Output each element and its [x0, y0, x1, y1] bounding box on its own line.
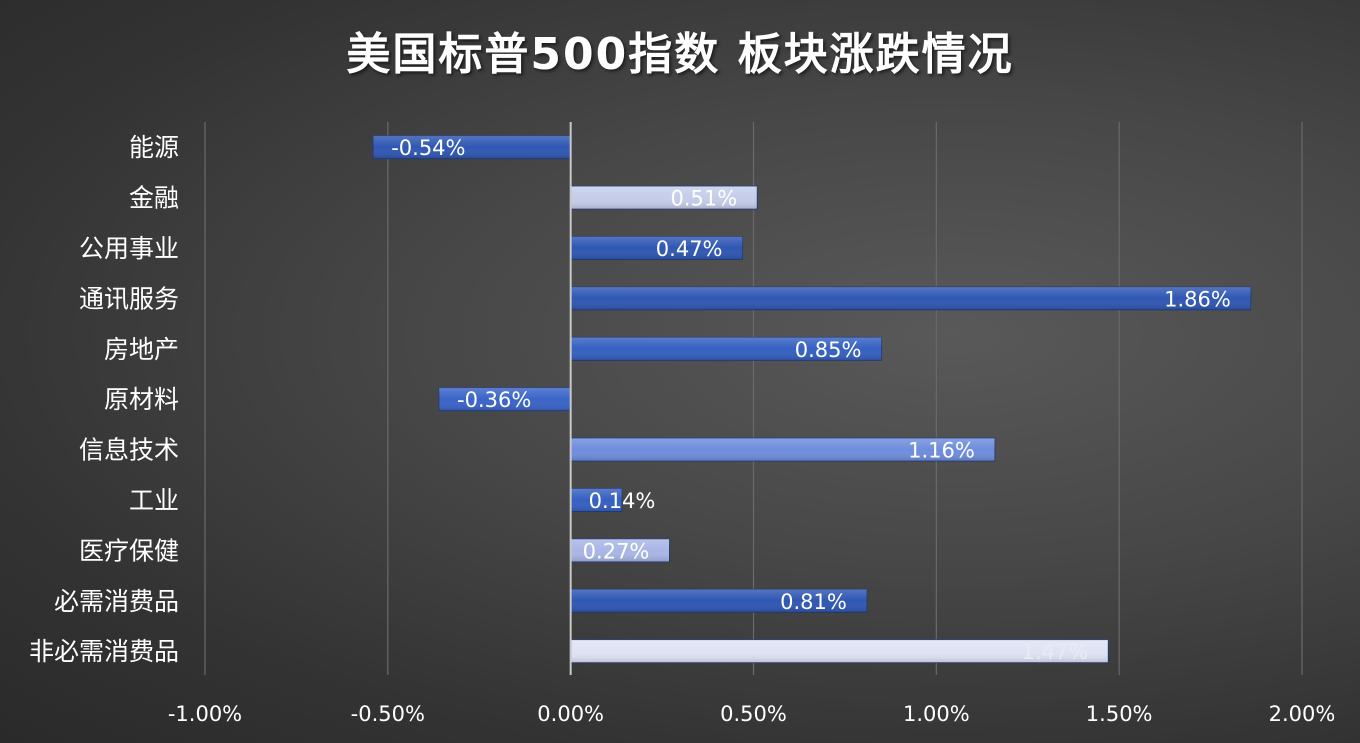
labels: -1.00% -0.50% 0.00% 0.50% 1.00% 1.50% 2.00% 能源 -…	[29, 133, 1335, 726]
category-label: 金融	[129, 184, 179, 213]
category-label: 医疗保健	[79, 536, 179, 565]
data-label: 1.47%	[1021, 640, 1088, 664]
bar-shade	[570, 337, 882, 361]
category-label: 通讯服务	[79, 284, 179, 313]
bar-shade	[570, 438, 995, 462]
data-label: 0.51%	[670, 187, 737, 211]
category-label: 房地产	[104, 335, 179, 364]
chart-title: 美国标普500指数 板块涨跌情况	[346, 29, 1014, 80]
category-label: 能源	[129, 133, 179, 162]
bar-shade	[570, 286, 1251, 310]
x-tick-label: 0.50%	[720, 702, 787, 726]
x-tick-label: 1.00%	[903, 702, 970, 726]
bar-shade	[373, 135, 571, 159]
data-label: 0.14%	[589, 489, 656, 513]
data-label: -0.54%	[391, 136, 465, 160]
x-tick-label: -1.00%	[168, 702, 242, 726]
bars	[372, 135, 1252, 664]
category-label: 必需消费品	[54, 587, 179, 616]
data-label: -0.36%	[457, 388, 531, 412]
bar-shade	[439, 387, 571, 411]
data-label: 1.86%	[1164, 287, 1231, 311]
bar-shade	[570, 236, 743, 260]
category-label: 公用事业	[79, 234, 179, 263]
bar-shade	[570, 589, 867, 613]
x-tick-label: 2.00%	[1269, 702, 1336, 726]
x-tick-label: -0.50%	[351, 702, 425, 726]
category-label: 工业	[129, 486, 179, 515]
bar-shade	[570, 186, 758, 210]
category-label: 原材料	[104, 385, 179, 414]
data-label: 0.47%	[656, 237, 723, 261]
category-label: 信息技术	[79, 436, 179, 465]
data-label: 0.81%	[780, 590, 847, 614]
bar-shade	[570, 639, 1109, 663]
data-label: 0.85%	[795, 338, 862, 362]
bar-shade	[570, 488, 622, 512]
category-label: 非必需消费品	[29, 637, 179, 666]
x-tick-label: 0.00%	[537, 702, 604, 726]
gridlines	[204, 122, 1303, 675]
x-tick-label: 1.50%	[1086, 702, 1153, 726]
data-label: 0.27%	[583, 539, 650, 563]
data-label: 1.16%	[908, 439, 975, 463]
bar-shade	[570, 538, 670, 562]
